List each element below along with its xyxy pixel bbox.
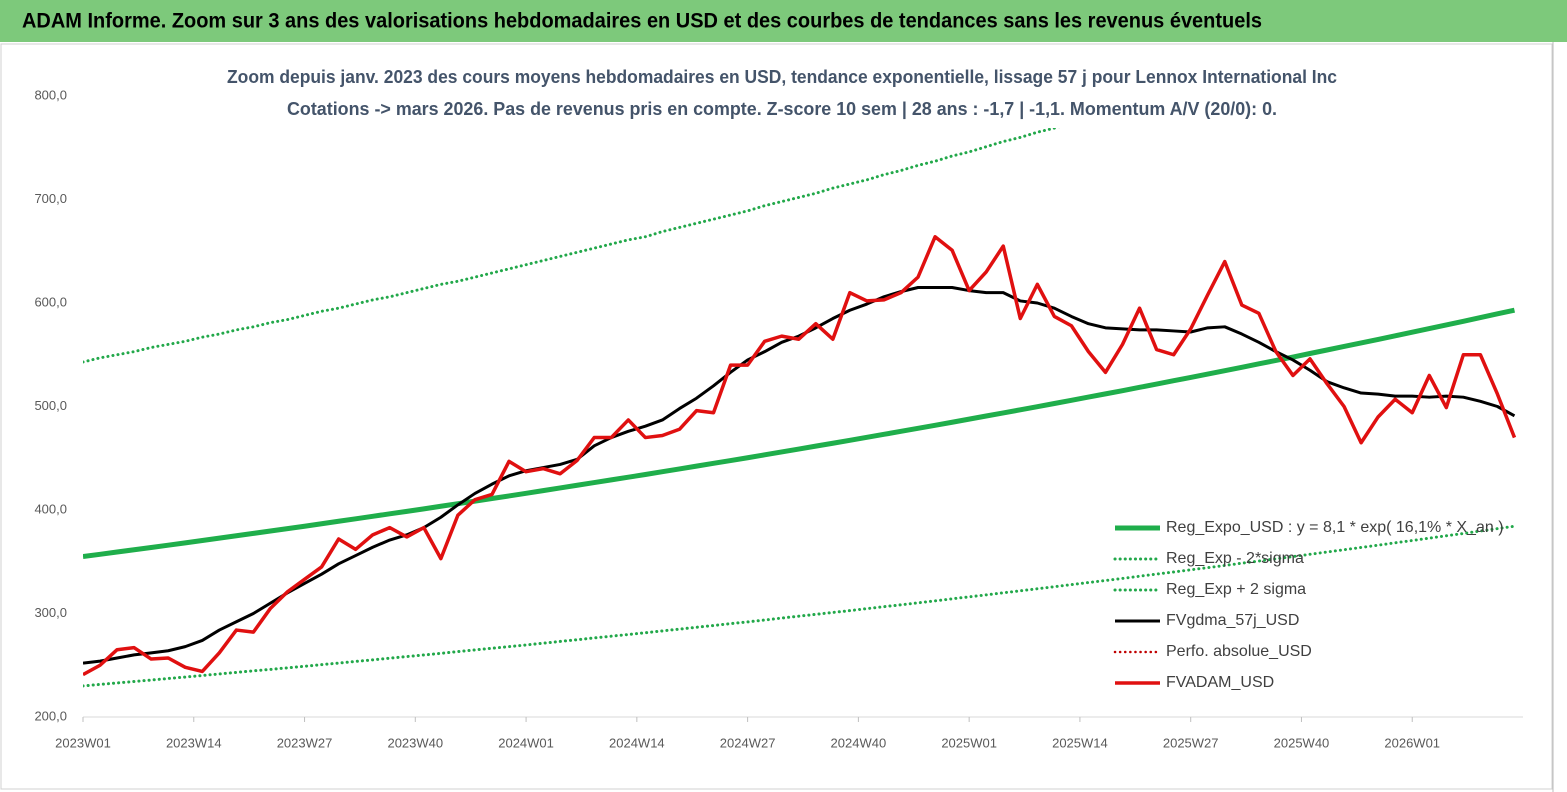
legend-label: FVgdma_57j_USD: [1166, 612, 1299, 629]
x-tick-label: 2024W40: [831, 735, 887, 750]
legend: Reg_Expo_USD : y = 8,1 * exp( 16,1% * X_…: [1113, 519, 1504, 691]
y-tick-label: 200,0: [34, 708, 67, 723]
chart-title: ADAM Informe. Zoom sur 3 ans des valoris…: [22, 10, 1262, 33]
y-tick-label: 400,0: [34, 501, 67, 516]
x-tick-label: 2024W14: [609, 735, 665, 750]
series-line: [83, 235, 1517, 677]
x-tick-label: 2023W40: [387, 735, 443, 750]
series-line: [83, 307, 1516, 560]
title-banner: [0, 0, 1567, 42]
y-tick-label: 300,0: [34, 605, 67, 620]
x-tick-label: 2026W01: [1384, 735, 1440, 750]
y-tick-label: 800,0: [34, 87, 67, 102]
legend-label: Perfo. absolue_USD: [1166, 643, 1312, 660]
x-tick-label: 2023W27: [277, 735, 333, 750]
subtitle-box: [220, 62, 1345, 128]
subtitle: Zoom depuis janv. 2023 des cours moyens …: [227, 67, 1337, 87]
x-tick-label: 2025W40: [1274, 735, 1330, 750]
x-tick-label: 2025W27: [1163, 735, 1219, 750]
series-line: [83, 96, 1169, 364]
x-tick-label: 2025W01: [941, 735, 997, 750]
chart-frame: [0, 43, 1553, 790]
series-line: [83, 524, 1516, 688]
y-tick-label: 700,0: [34, 191, 67, 206]
legend-label: Reg_Exp - 2*sigma: [1166, 550, 1304, 567]
axes: 200,0 300,0 400,0 500,0 600,0 700,0 800,0 2023W…: [34, 87, 1523, 750]
legend-label: Reg_Exp + 2 sigma: [1166, 581, 1306, 598]
x-tick-label: 2025W14: [1052, 735, 1108, 750]
x-tick-label: 2024W01: [498, 735, 554, 750]
legend-label: FVADAM_USD: [1166, 674, 1274, 691]
plot-area: [83, 96, 1517, 688]
subtitle: Cotations -> mars 2026. Pas de revenus p…: [287, 99, 1277, 119]
x-tick-label: 2023W14: [166, 735, 222, 750]
y-tick-label: 600,0: [34, 294, 67, 309]
x-tick-label: 2023W01: [55, 735, 111, 750]
legend-label: Reg_Expo_USD : y = 8,1 * exp( 16,1% * X_…: [1166, 519, 1504, 536]
y-tick-label: 500,0: [34, 398, 67, 413]
x-tick-label: 2024W27: [720, 735, 776, 750]
